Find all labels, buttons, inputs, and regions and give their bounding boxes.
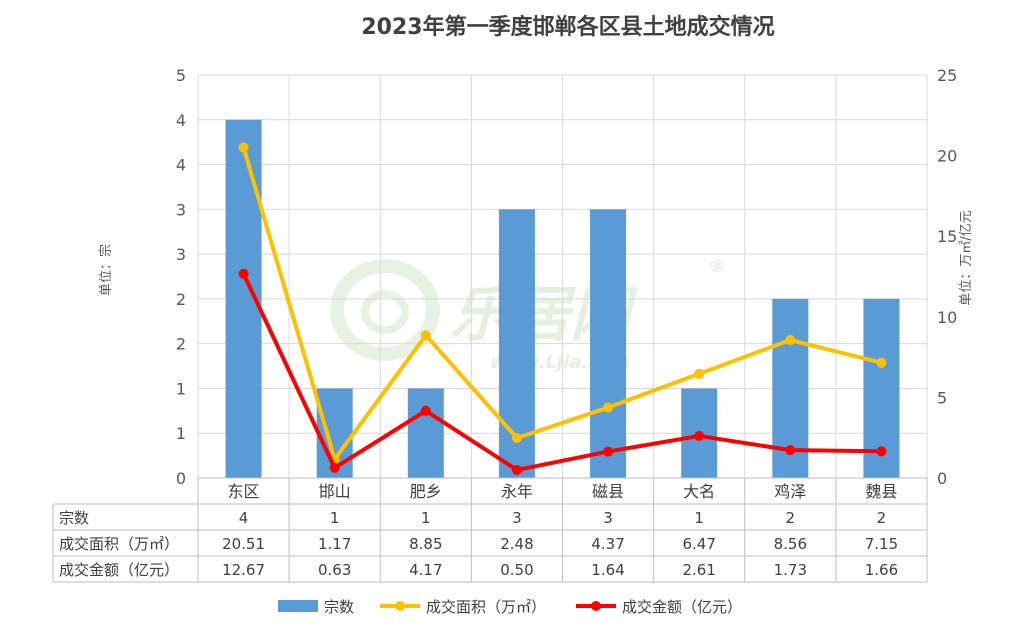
- legend: 宗数 成交面积（万㎡） 成交金额（亿元）: [278, 598, 742, 616]
- amount-line: [241, 272, 882, 472]
- table-cell: 3: [512, 509, 522, 527]
- table-row-header: 成交面积（万㎡）: [59, 535, 179, 553]
- y-axis-left-ticks: 0 1 1 2 2 3 3 4 4 5: [176, 66, 186, 488]
- x-category-label: 鸡泽: [774, 482, 806, 501]
- amount-point: [238, 268, 249, 279]
- x-category-label: 大名: [683, 482, 715, 501]
- table-cell: 4.17: [409, 561, 442, 579]
- y-left-tick-label: 0: [176, 469, 186, 488]
- y-axis-right-title: 单位：万㎡/亿元: [959, 210, 974, 305]
- y-left-tick-label: 3: [176, 200, 186, 219]
- x-category-label: 肥乡: [410, 482, 442, 501]
- legend-label: 成交金额（亿元）: [622, 598, 742, 616]
- x-category-label: 磁县: [592, 482, 624, 501]
- y-axis-right-ticks: 0 5 10 15 20 25: [937, 66, 957, 488]
- area-line: [241, 146, 882, 462]
- chart-title: 2023年第一季度邯郸各区县土地成交情况: [361, 14, 774, 40]
- table-row-header: 宗数: [59, 509, 89, 527]
- table-cell: 2: [786, 509, 796, 527]
- table-cell: 4: [239, 509, 249, 527]
- amount-point: [876, 446, 887, 457]
- table-cell: 0.63: [318, 561, 351, 579]
- y-left-tick-label: 3: [176, 245, 186, 264]
- table-cell: 3: [603, 509, 613, 527]
- bar: [590, 209, 627, 479]
- amount-point: [603, 446, 614, 457]
- amount-point: [329, 462, 340, 473]
- y-left-tick-label: 2: [176, 335, 186, 354]
- table-cell: 1: [421, 509, 431, 527]
- amount-point: [785, 445, 796, 456]
- table-cell: 8.85: [409, 535, 442, 553]
- y-left-tick-label: 4: [176, 111, 186, 130]
- x-category-label: 永年: [501, 482, 533, 501]
- watermark-snail-inner-icon: [361, 290, 409, 334]
- line-series: [238, 142, 887, 475]
- y-left-tick-label: 2: [176, 290, 186, 309]
- x-category-label: 邯山: [319, 482, 351, 501]
- table-cell: 2.48: [500, 535, 533, 553]
- watermark-registered-mark: ®: [708, 256, 726, 277]
- area-point: [511, 433, 522, 444]
- table-cell: 0.50: [500, 561, 533, 579]
- table-cell: 1.73: [774, 561, 807, 579]
- y-left-tick-label: 1: [176, 379, 186, 398]
- y-right-tick-label: 15: [937, 227, 957, 246]
- y-right-tick-label: 10: [937, 308, 957, 327]
- table-row-header: 成交金额（亿元）: [59, 561, 179, 579]
- gridlines: [197, 74, 928, 479]
- area-point: [420, 330, 431, 341]
- y-left-tick-label: 4: [176, 156, 186, 175]
- legend-marker: [591, 601, 601, 611]
- table-cell: 1.66: [865, 561, 898, 579]
- table-cell: 2: [877, 509, 887, 527]
- area-point: [694, 368, 705, 379]
- y-right-tick-label: 20: [937, 147, 957, 166]
- table-cell: 1.64: [591, 561, 624, 579]
- y-axis-left-title: 单位：宗: [98, 244, 114, 296]
- table-cell: 1: [330, 509, 340, 527]
- area-point: [603, 402, 614, 413]
- watermark-snail-icon: [330, 259, 440, 361]
- area-point: [876, 357, 887, 368]
- x-category-label: 魏县: [865, 482, 897, 501]
- bar: [407, 388, 444, 478]
- table-cell: 20.51: [222, 535, 265, 553]
- y-left-tick-label: 1: [176, 424, 186, 443]
- area-point: [785, 335, 796, 346]
- table-cell: 4.37: [591, 535, 624, 553]
- y-right-tick-label: 0: [937, 469, 947, 488]
- y-left-tick-label: 5: [176, 66, 186, 85]
- table-cell: 2.61: [682, 561, 715, 579]
- x-category-label: 东区: [228, 482, 260, 501]
- legend-label: 成交面积（万㎡）: [426, 598, 546, 616]
- legend-bar-swatch: [278, 600, 318, 612]
- amount-point: [511, 464, 522, 475]
- legend-marker: [395, 601, 405, 611]
- y-right-tick-label: 25: [937, 66, 957, 85]
- legend-label: 宗数: [324, 598, 354, 616]
- table-cell: 12.67: [222, 561, 265, 579]
- table-cell: 8.56: [774, 535, 807, 553]
- table-cell: 1: [694, 509, 704, 527]
- table-cell: 1.17: [318, 535, 351, 553]
- amount-point: [420, 405, 431, 416]
- table-cell: 7.15: [865, 535, 898, 553]
- y-right-tick-label: 5: [937, 388, 947, 407]
- amount-point: [694, 430, 705, 441]
- table-cell: 6.47: [682, 535, 715, 553]
- area-point: [238, 142, 249, 153]
